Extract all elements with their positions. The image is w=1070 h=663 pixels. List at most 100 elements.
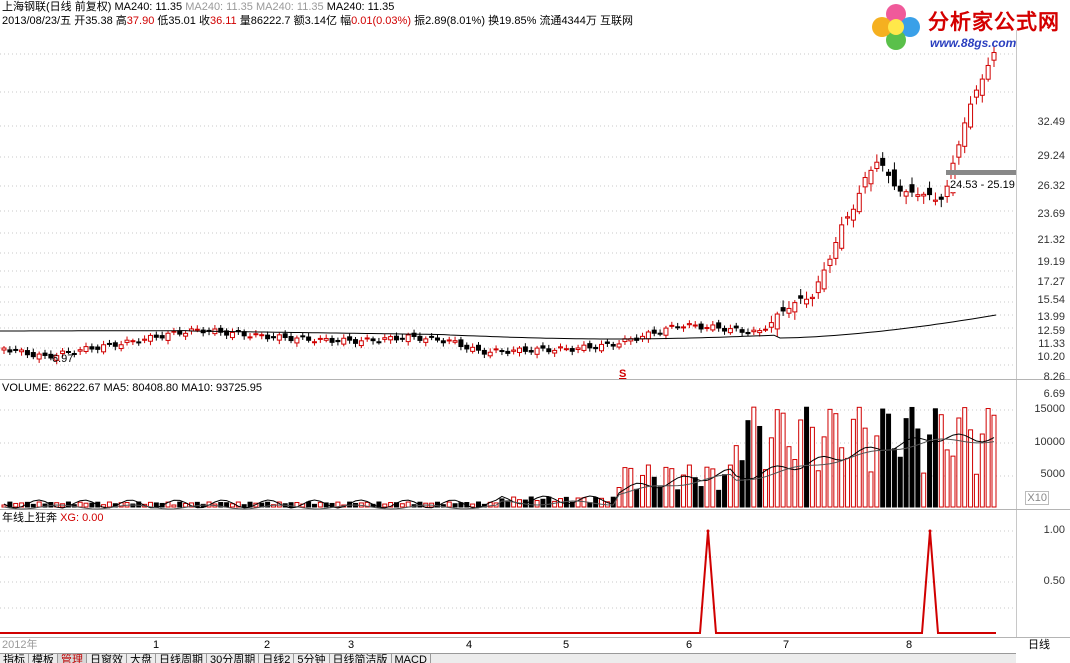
chart-canvas[interactable] bbox=[0, 0, 1016, 653]
candle-body bbox=[692, 324, 698, 327]
volume-bar bbox=[622, 467, 628, 508]
volume-bar bbox=[77, 501, 83, 508]
quote-change: 0.01(0.03%) bbox=[351, 15, 411, 27]
period-label[interactable]: 日线 bbox=[1028, 639, 1050, 651]
tab-macd[interactable]: MACD bbox=[392, 654, 431, 663]
candle-body bbox=[786, 307, 792, 314]
candle-body bbox=[253, 333, 259, 336]
candle-body bbox=[358, 340, 364, 347]
candle-body bbox=[862, 177, 868, 188]
volume-bar bbox=[686, 464, 692, 508]
volume-bar bbox=[546, 496, 552, 508]
candle-body bbox=[493, 348, 499, 351]
candle-body bbox=[470, 346, 476, 352]
tab-template[interactable]: 模板 bbox=[29, 654, 58, 663]
candle-body bbox=[247, 336, 253, 339]
volume-bar bbox=[106, 501, 112, 508]
volume-bar bbox=[194, 501, 200, 508]
candle-body bbox=[839, 224, 845, 249]
tab-daily-2[interactable]: 日线2 bbox=[259, 654, 295, 663]
indicator-y-axis: 1.00 0.50 bbox=[1016, 510, 1070, 637]
time-label: 3 bbox=[348, 639, 355, 651]
chart-header-line1: 上海钢联(日线 前复权) MA240: 11.35 MA240: 11.35 M… bbox=[2, 1, 394, 14]
candle-body bbox=[218, 327, 224, 333]
candle-body bbox=[681, 326, 687, 329]
volume-bar bbox=[880, 408, 886, 508]
volume-bar bbox=[716, 489, 722, 508]
ma240-value-1: MA240: 11.35 bbox=[114, 1, 183, 13]
volume-bar bbox=[804, 406, 810, 508]
volume-bar bbox=[698, 486, 704, 508]
quote-high: 37.90 bbox=[126, 15, 155, 27]
candle-body bbox=[915, 194, 921, 197]
candle-body bbox=[722, 327, 728, 332]
candle-body bbox=[809, 296, 815, 300]
xg-signal-peak bbox=[706, 529, 710, 533]
price-tick: 21.32 bbox=[1037, 234, 1065, 246]
candle-body bbox=[317, 337, 323, 340]
candle-body bbox=[891, 169, 897, 187]
tab-indicator[interactable]: 指标 bbox=[0, 654, 29, 663]
candle-body bbox=[903, 191, 909, 197]
candle-body bbox=[546, 348, 552, 353]
volume-bar bbox=[891, 448, 897, 508]
quote-source: 互联网 bbox=[599, 15, 633, 27]
volume-bar bbox=[944, 449, 950, 508]
candle-body bbox=[675, 326, 681, 329]
candle-body bbox=[19, 349, 25, 353]
candle-body bbox=[294, 337, 300, 344]
candle-body bbox=[657, 332, 663, 335]
volume-bar bbox=[850, 418, 856, 508]
candle-body bbox=[130, 340, 136, 343]
price-tick: 17.27 bbox=[1037, 276, 1065, 288]
candle-body bbox=[599, 343, 605, 352]
candle-body bbox=[563, 348, 569, 351]
candle-body bbox=[528, 350, 534, 353]
volume-bar bbox=[921, 472, 927, 508]
volume-bar bbox=[306, 501, 312, 508]
candle-body bbox=[89, 346, 95, 350]
volume-bar bbox=[534, 499, 540, 508]
volume-ma10: MA10: 93725.95 bbox=[181, 382, 262, 394]
candle-body bbox=[704, 327, 710, 330]
indicator-title-row: 年线上狂奔 XG: 0.00 bbox=[2, 512, 103, 525]
tab-daily-period[interactable]: 日线周期 bbox=[156, 654, 207, 663]
tab-manage[interactable]: 管理 bbox=[58, 654, 87, 663]
price-tick: 32.49 bbox=[1037, 116, 1065, 128]
volume-bar bbox=[552, 500, 558, 508]
candle-body bbox=[552, 349, 558, 354]
volume-bar bbox=[821, 436, 827, 508]
volume-bar bbox=[177, 501, 183, 508]
candle-body bbox=[827, 258, 833, 266]
candle-body bbox=[95, 346, 101, 350]
chart-header-line2: 2013/08/23/五 开35.38 高37.90 低35.01 收36.11… bbox=[2, 15, 633, 27]
candle-body bbox=[780, 307, 786, 312]
volume-bar bbox=[710, 468, 716, 508]
time-label: 2 bbox=[264, 639, 271, 651]
candle-body bbox=[282, 333, 288, 338]
tab-market[interactable]: 大盘 bbox=[127, 654, 156, 663]
tab-daily-simple[interactable]: 日线简洁版 bbox=[330, 654, 392, 663]
volume-bar bbox=[751, 406, 757, 508]
volume-bar bbox=[42, 503, 48, 508]
volume-bar bbox=[229, 503, 235, 508]
time-label: 7 bbox=[783, 639, 790, 651]
volume-bar bbox=[65, 501, 71, 508]
candle-body bbox=[698, 323, 704, 330]
price-range-label: 24.53 - 25.19 bbox=[950, 179, 1015, 192]
candle-body bbox=[177, 330, 183, 335]
candle-body bbox=[669, 324, 675, 327]
tab-5min[interactable]: 5分钟 bbox=[294, 654, 330, 663]
price-tick: 10.20 bbox=[1037, 351, 1065, 363]
volume-bar bbox=[979, 433, 985, 508]
tab-day-window[interactable]: 日窗效 bbox=[87, 654, 127, 663]
candle-body bbox=[388, 336, 394, 341]
time-label: 4 bbox=[466, 639, 473, 651]
volume-bar bbox=[317, 501, 323, 508]
time-label: 1 bbox=[153, 639, 160, 651]
tab-30min-period[interactable]: 30分周期 bbox=[207, 654, 260, 663]
volume-bar bbox=[153, 502, 159, 508]
indicator-axis-separator bbox=[0, 637, 1070, 638]
candle-body bbox=[921, 193, 927, 197]
candle-body bbox=[850, 208, 856, 221]
